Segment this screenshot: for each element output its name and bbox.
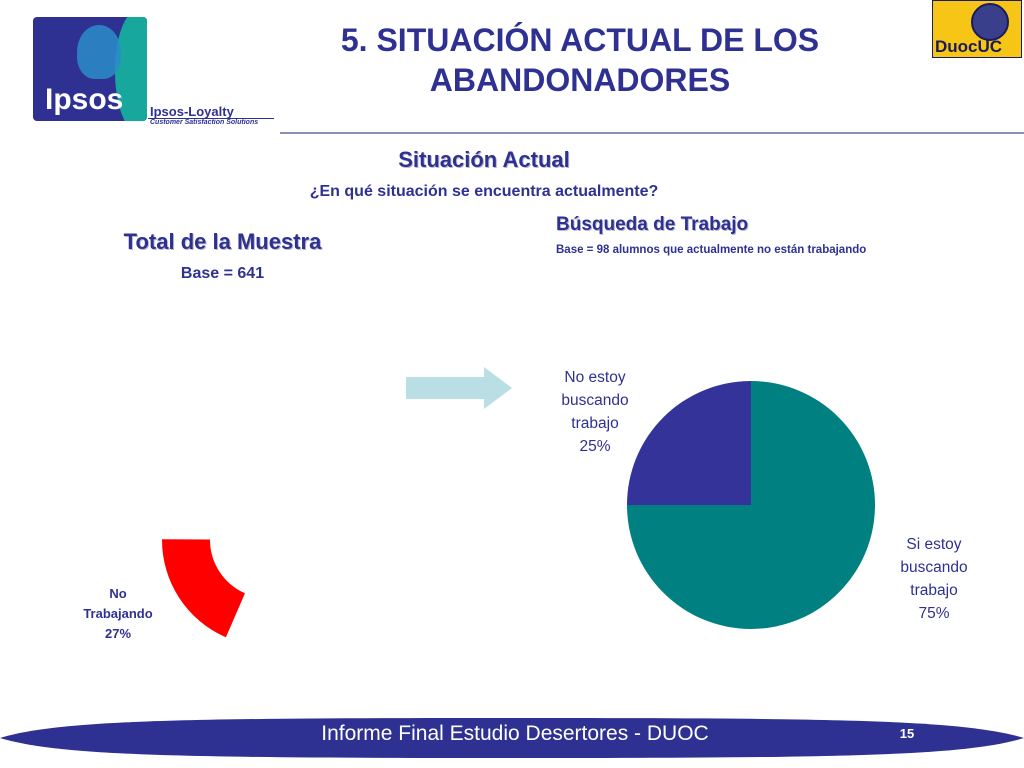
label-no-buscando-line3: trabajo: [571, 415, 619, 432]
label-si-buscando-line2: buscando: [900, 559, 968, 576]
label-si-buscando-line3: trabajo: [910, 582, 958, 599]
footer-band: [0, 718, 1024, 758]
right-chart-base: Base = 98 alumnos que actualmente no est…: [556, 244, 867, 256]
page-number: 15: [899, 726, 915, 741]
duoc-logo: DuocUC: [932, 0, 1022, 58]
label-no-trabajando-pct: 27%: [104, 626, 132, 641]
ipsos-logo-text: Ipsos: [45, 83, 124, 116]
label-no-buscando: No estoy buscando trabajo 25%: [540, 366, 650, 458]
duoc-logo-text: DuocUC: [935, 37, 1003, 56]
ipsos-logo: Ipsos: [33, 17, 147, 121]
ipsos-loyalty-rule: [148, 118, 274, 119]
left-chart-title: Total de la Muestra: [123, 229, 322, 254]
page-title: 5. SITUACIÓN ACTUAL DE LOS ABANDONADORES: [340, 22, 820, 98]
label-no-trabajando-line1: No: [109, 586, 127, 601]
label-no-trabajando-line2: Trabajando: [83, 606, 153, 621]
left-chart-base: Base = 641: [180, 265, 265, 282]
ipsos-loyalty-subtitle: Customer Satisfaction Solutions: [150, 119, 259, 126]
label-si-buscando: Si estoy buscando trabajo 75%: [878, 533, 990, 625]
duoc-seal-icon: [971, 3, 1009, 41]
right-chart-title: Búsqueda de Trabajo: [556, 214, 749, 235]
label-no-buscando-line2: buscando: [561, 392, 629, 409]
pie-slice-no-trabajando: [162, 539, 245, 638]
pie-slice-no-buscando: [627, 381, 751, 505]
section-question: ¿En qué situación se encuentra actualmen…: [309, 183, 659, 200]
ipsos-loyalty-text: Ipsos-Loyalty: [150, 104, 234, 119]
footer-text: Informe Final Estudio Desertores - DUOC: [321, 722, 709, 745]
label-no-trabajando: No Trabajando 27%: [70, 584, 166, 644]
section-title: Situación Actual: [398, 147, 570, 172]
header-divider: [280, 132, 1024, 134]
label-si-buscando-line1: Si estoy: [906, 536, 962, 553]
arrow-right-icon: [406, 367, 512, 409]
label-no-buscando-line1: No estoy: [564, 369, 626, 386]
label-no-buscando-pct: 25%: [579, 438, 611, 455]
label-si-buscando-pct: 75%: [918, 605, 950, 622]
